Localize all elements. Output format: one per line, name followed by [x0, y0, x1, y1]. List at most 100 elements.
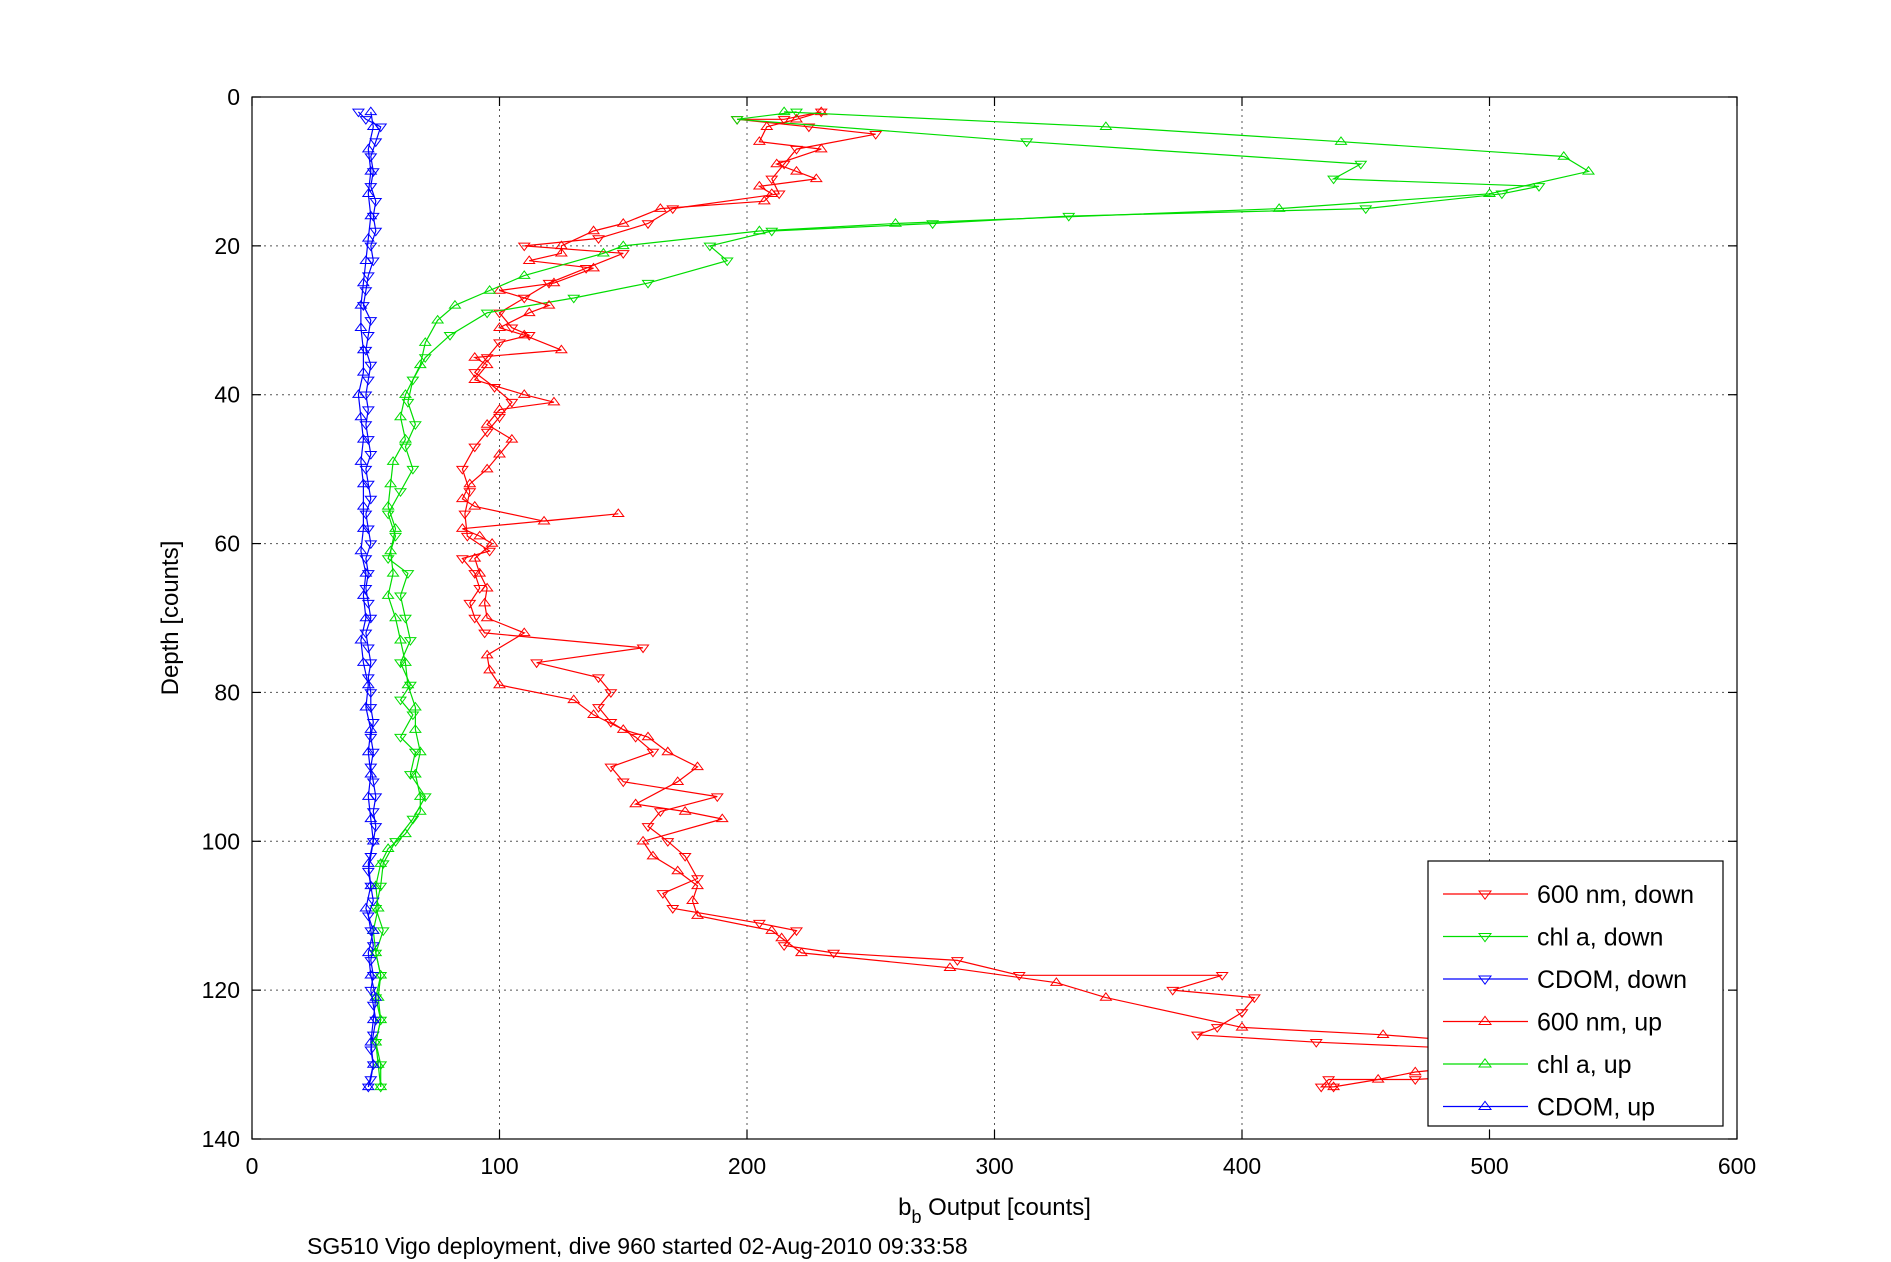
data-point [354, 299, 368, 309]
data-point [950, 957, 964, 966]
data-point [1408, 1066, 1422, 1076]
data-point [752, 136, 766, 145]
data-point [364, 768, 378, 778]
data-point [1309, 1039, 1323, 1048]
data-point [522, 307, 536, 317]
data-point [418, 793, 432, 803]
data-point [1359, 205, 1373, 215]
data-point [369, 197, 383, 207]
data-point [757, 195, 771, 205]
data-point [1235, 1021, 1249, 1031]
legend-label: 600 nm, up [1537, 1009, 1662, 1037]
data-point [359, 902, 373, 912]
data-point [1099, 121, 1113, 130]
y-tick-label: 40 [214, 382, 240, 408]
data-point [361, 143, 375, 153]
data-point [413, 746, 427, 756]
data-point [943, 962, 957, 972]
data-point [720, 257, 734, 267]
x-axis-title-rest: Output [counts] [921, 1194, 1090, 1221]
data-point [413, 359, 427, 369]
data-point [359, 255, 373, 264]
data-point [480, 612, 494, 622]
data-point [364, 724, 378, 733]
data-point [361, 480, 375, 490]
data-point [369, 947, 383, 957]
x-axis-title-main: b [898, 1194, 911, 1221]
x-axis-title-subscript: b [911, 1207, 921, 1227]
data-point [361, 331, 375, 341]
data-point [616, 240, 630, 250]
data-point [394, 488, 407, 498]
data-point [364, 957, 378, 966]
data-point [1235, 1009, 1249, 1019]
data-point [463, 599, 477, 609]
data-point [361, 376, 375, 386]
data-point [678, 852, 692, 862]
data-point [889, 217, 902, 227]
data-point [374, 1014, 388, 1024]
y-tick-label: 140 [202, 1126, 240, 1152]
data-point [752, 225, 766, 235]
data-point [366, 925, 380, 934]
data-point [517, 329, 531, 339]
series-5 [351, 106, 383, 1091]
data-point [418, 354, 432, 364]
legend-swatch-marker [1478, 975, 1492, 985]
data-point [547, 277, 561, 287]
data-point [408, 748, 422, 758]
data-point [455, 465, 469, 475]
data-point [678, 805, 692, 815]
data-point [455, 555, 469, 565]
data-point [364, 210, 378, 220]
data-point [1322, 1076, 1336, 1086]
data-point [361, 644, 375, 654]
legend-box [1427, 860, 1724, 1127]
data-point [604, 689, 618, 698]
x-tick-label: 300 [975, 1153, 1013, 1179]
data-point [398, 828, 412, 838]
data-point [770, 158, 784, 168]
data-point [493, 679, 506, 689]
data-point [366, 748, 380, 758]
data-point [468, 500, 482, 510]
data-point [369, 992, 383, 1001]
data-point [364, 704, 378, 713]
data-point [455, 493, 469, 503]
data-point [814, 143, 828, 153]
data-point [468, 570, 482, 579]
data-point [354, 545, 368, 555]
data-point [359, 612, 373, 622]
data-point [374, 858, 388, 867]
data-point [480, 463, 494, 473]
data-point [398, 433, 412, 443]
data-point [1314, 1083, 1328, 1093]
data-point [371, 902, 385, 912]
data-point [765, 175, 779, 185]
data-point [394, 592, 407, 602]
data-point [359, 287, 373, 297]
x-tick-label: 400 [1223, 1153, 1261, 1179]
data-point [381, 590, 395, 599]
data-point [686, 895, 700, 905]
data-point [366, 121, 380, 130]
data-point [460, 532, 474, 542]
data-point [505, 398, 519, 408]
data-point [356, 500, 370, 510]
data-point [517, 627, 531, 637]
data-point [691, 910, 704, 919]
data-point [364, 106, 378, 116]
data-point [1020, 138, 1034, 148]
data-point [666, 205, 680, 215]
data-point [463, 478, 477, 488]
data-point [364, 153, 378, 163]
data-point [480, 309, 494, 319]
data-point [478, 629, 492, 639]
data-point [389, 523, 403, 532]
data-point [389, 838, 403, 847]
data-point [505, 433, 519, 443]
data-point [517, 270, 531, 279]
data-point [611, 508, 625, 518]
data-point [384, 545, 398, 555]
